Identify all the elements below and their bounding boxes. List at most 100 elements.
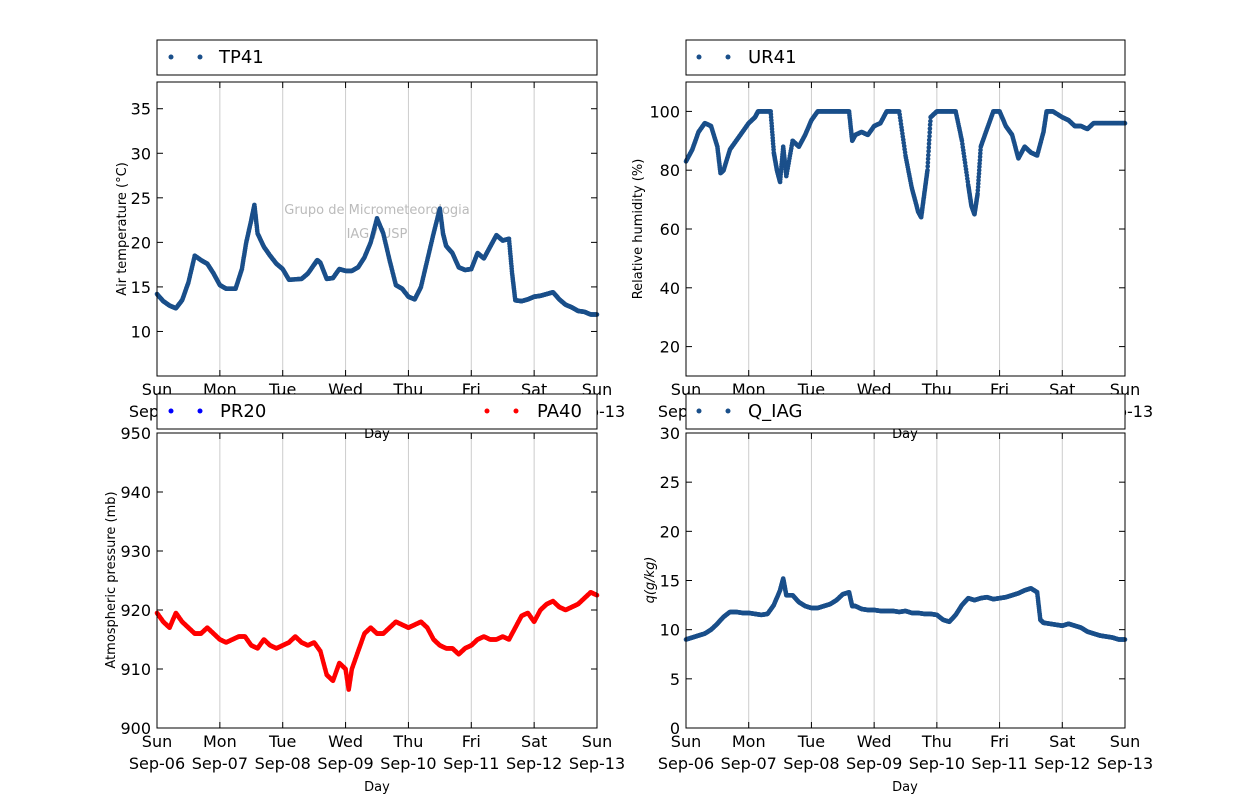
data-point xyxy=(926,137,932,143)
x-axis-ticks: SunSep-06MonSep-07TueSep-08WedSep-09ThuS… xyxy=(129,82,625,421)
y-tick-label: 80 xyxy=(660,161,680,180)
x-axis-ticks: SunSep-06MonSep-07TueSep-08WedSep-09ThuS… xyxy=(129,433,625,773)
x-tick-label-date: Sep-11 xyxy=(971,754,1027,773)
panel-relative-humidity: UR41 20 40 60 80 100 SunSep-06MonSep-07TueSe… xyxy=(631,39,1153,442)
y-tick-label: 25 xyxy=(131,189,151,208)
y-tick-label: 15 xyxy=(660,572,680,591)
panel-atmospheric-pressure: 900 910 920 930 940 950 Sun Sep-06 Mon Sep-07 Tue… xyxy=(104,393,625,795)
legend-marker xyxy=(197,408,203,414)
x-tick-label-day: Mon xyxy=(732,732,766,751)
legend-marker xyxy=(696,54,702,60)
y-tick-label: 20 xyxy=(660,338,680,357)
legend-entry-pr20: PR20 xyxy=(168,401,266,422)
x-tick-label-date: Sep-09 xyxy=(846,754,902,773)
y-axis-label: Relative humidity (%) xyxy=(631,159,646,300)
x-tick-label-date: Sep-12 xyxy=(506,754,562,773)
legend-marker xyxy=(484,408,490,414)
x-tick-label-day: Wed xyxy=(328,732,363,751)
x-axis-ticks: SunSep-06MonSep-07TueSep-08WedSep-09ThuS… xyxy=(658,433,1153,773)
data-point xyxy=(976,171,982,176)
legend-box xyxy=(685,39,1126,76)
y-axis-label: Air temperature (°C) xyxy=(115,162,130,296)
x-tick-label-date: Sep-07 xyxy=(721,754,777,773)
y-tick-label: 40 xyxy=(660,279,680,298)
data-point xyxy=(976,178,981,183)
legend-entry-tp41: TP41 xyxy=(168,47,264,68)
legend-label: UR41 xyxy=(748,47,797,68)
x-tick-label-day: Sun xyxy=(142,732,172,751)
legend-box xyxy=(156,393,598,430)
y-tick-label: 35 xyxy=(131,100,151,119)
data-points xyxy=(154,590,600,692)
plot-frame xyxy=(685,432,1126,729)
legend-entry-ur41: UR41 xyxy=(696,47,797,68)
y-tick-label: 20 xyxy=(660,522,680,541)
data-point xyxy=(926,145,932,150)
data-point xyxy=(977,161,982,166)
legend-marker xyxy=(725,408,731,414)
y-tick-label: 950 xyxy=(120,424,151,443)
y-tick-label: 20 xyxy=(131,233,151,252)
x-tick-label-date: Sep-10 xyxy=(909,754,965,773)
y-axis-ticks: 20 40 60 80 100 xyxy=(649,102,1125,357)
legend-box xyxy=(685,393,1126,430)
legend-marker xyxy=(168,54,174,60)
x-tick-label-date: Sep-06 xyxy=(658,754,714,773)
x-tick-label-day: Fri xyxy=(462,732,481,751)
watermark-line-1: Grupo de Micrometeorologia xyxy=(284,203,470,218)
x-tick-label-date: Sep-13 xyxy=(569,754,625,773)
x-tick-label-day: Thu xyxy=(392,732,423,751)
y-axis-ticks: 0 5 10 15 20 25 30 xyxy=(660,424,1125,738)
data-point xyxy=(928,118,933,124)
x-tick-label-day: Tue xyxy=(268,732,296,751)
data-point xyxy=(976,181,981,186)
x-axis-label: Day xyxy=(892,780,918,795)
y-tick-label: 930 xyxy=(120,542,151,561)
data-point xyxy=(927,126,933,131)
data-point xyxy=(976,167,982,173)
y-tick-label: 920 xyxy=(120,601,151,620)
plot-frame xyxy=(156,432,598,729)
legend-box xyxy=(156,39,598,76)
x-tick-label-day: Sat xyxy=(521,732,547,751)
y-tick-label: 5 xyxy=(670,670,680,689)
x-axis-ticks: SunSep-06MonSep-07TueSep-08WedSep-09ThuS… xyxy=(658,82,1153,421)
data-point xyxy=(978,151,983,156)
data-point xyxy=(926,141,932,146)
y-tick-label: 30 xyxy=(131,144,151,163)
data-point xyxy=(977,154,983,160)
x-tick-label-date: Sep-09 xyxy=(317,754,373,773)
legend-entry-pa40: PA40 xyxy=(484,401,582,422)
data-point xyxy=(925,160,931,165)
x-axis-label: Day xyxy=(364,780,390,795)
data-point xyxy=(925,164,930,169)
data-point xyxy=(926,149,931,154)
x-tick-label-date: Sep-13 xyxy=(1097,754,1153,773)
x-tick-label-date: Sep-08 xyxy=(783,754,839,773)
x-axis-label: Day xyxy=(892,427,918,442)
legend-label: PA40 xyxy=(537,401,582,422)
data-point xyxy=(978,147,983,153)
y-tick-label: 910 xyxy=(120,660,151,679)
data-points xyxy=(154,202,600,317)
x-tick-label-date: Sep-08 xyxy=(255,754,311,773)
data-points xyxy=(683,576,1128,642)
y-axis-label: Atmospheric pressure (mb) xyxy=(104,491,119,668)
x-tick-label-day: Thu xyxy=(921,732,952,751)
data-point xyxy=(977,157,983,163)
legend-label: PR20 xyxy=(220,401,266,422)
y-tick-label: 25 xyxy=(660,473,680,492)
x-tick-label-day: Sun xyxy=(582,732,612,751)
x-tick-label-date: Sep-10 xyxy=(380,754,436,773)
x-tick-label-date: Sep-07 xyxy=(192,754,248,773)
panel-air-temperature: TP41 Grupo de Micrometeorologia IAG / US… xyxy=(115,39,625,442)
plot-frame xyxy=(685,81,1126,377)
plot-frame xyxy=(156,81,598,377)
legend-marker xyxy=(725,54,731,60)
y-tick-label: 0 xyxy=(670,719,680,738)
x-tick-label-date: Sep-06 xyxy=(129,754,185,773)
data-point xyxy=(925,167,930,173)
legend-marker xyxy=(197,54,203,60)
y-tick-label: 900 xyxy=(120,719,151,738)
